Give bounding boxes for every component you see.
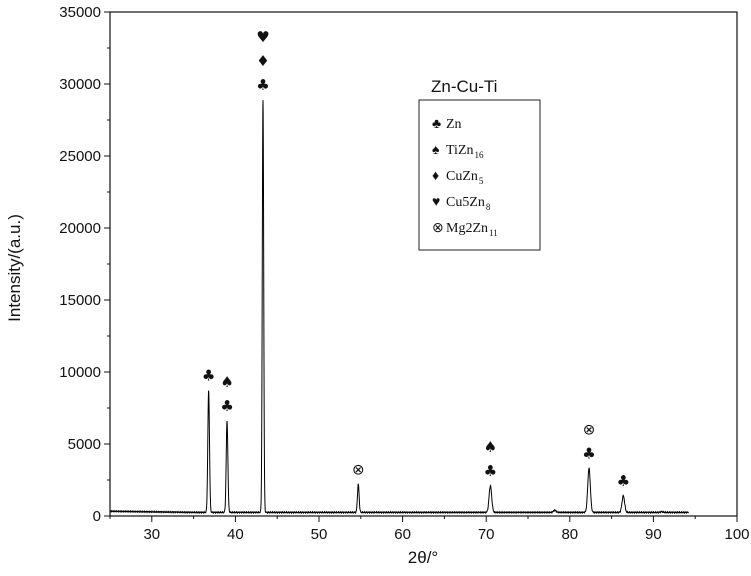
legend-entry-subscript: 11 [489,228,498,238]
x-tick-label: 100 [724,526,749,543]
legend-symbol: ♣ [432,117,441,132]
peak-marker: ♣ [220,397,233,415]
x-tick-label: 60 [394,526,411,543]
peak-marker: ♠ [220,373,233,391]
legend-title: Zn-Cu-Ti [431,77,497,96]
peak-marker: ♣ [202,367,215,385]
legend-entry-label: Mg2Zn [446,221,488,236]
y-tick-label: 0 [93,508,101,525]
legend-symbol: ♦ [432,169,439,184]
legend-entry-subscript: 8 [486,202,491,212]
y-tick-label: 20000 [59,220,101,237]
x-tick-label: 80 [561,526,578,543]
legend-entry-subscript: 5 [479,176,484,186]
x-tick-label: 90 [645,526,662,543]
peak-marker: ♣ [256,76,269,94]
peak-marker: ♠ [484,438,497,456]
legend-entry-label: Cu5Zn [446,195,485,210]
legend-entry-label: TiZn [446,143,474,158]
legend-symbol: ⊗ [432,221,444,236]
legend-entry-label: CuZn [446,169,478,184]
x-tick-label: 70 [478,526,495,543]
peak-marker: ♣ [582,444,595,462]
peak-marker-layer: ♣ ♠ ♣ ♥ ♦ ♣ ⊗ ♠ ♣ ⊗ ♣ ♣ [202,28,630,490]
x-tick-label: 40 [227,526,244,543]
legend-symbol: ♥ [432,195,440,210]
x-axis-title: 2θ/° [408,548,438,567]
y-axis-ticks: 0 5000 10000 15000 20000 25000 30000 35000 [59,4,110,525]
y-axis-title: Intensity/(a.u.) [5,214,24,322]
x-tick-label: 30 [143,526,160,543]
legend-entry-subscript: 16 [475,150,485,160]
series-layer [110,100,689,513]
plot-frame [110,12,737,516]
peak-marker: ♣ [484,462,497,480]
legend-entries: ♣ Zn ♠ TiZn16 ♦ CuZn5 ♥ Cu5Zn8 ⊗Mg2Zn11 [432,117,498,238]
plot-border [110,12,737,516]
y-tick-label: 35000 [59,4,101,21]
series-line [110,100,689,513]
legend-symbol: ♠ [432,143,440,158]
legend: Zn-Cu-Ti ♣ Zn ♠ TiZn16 ♦ CuZn5 ♥ Cu5Zn8 ⊗Mg2Zn11 [419,77,540,250]
peak-marker: ♥ [256,28,269,46]
peak-marker: ⊗ [583,420,596,438]
peak-marker: ⊗ [352,460,365,478]
peak-marker: ♣ [617,472,630,490]
y-tick-label: 10000 [59,364,101,381]
y-tick-label: 15000 [59,292,101,309]
y-tick-label: 25000 [59,148,101,165]
x-axis-ticks: 30 40 50 60 70 80 90 100 [110,516,750,543]
y-tick-label: 5000 [68,436,101,453]
legend-entry-label: Zn [446,117,462,132]
x-tick-label: 50 [311,526,328,543]
peak-marker: ♦ [256,52,269,70]
y-tick-label: 30000 [59,76,101,93]
